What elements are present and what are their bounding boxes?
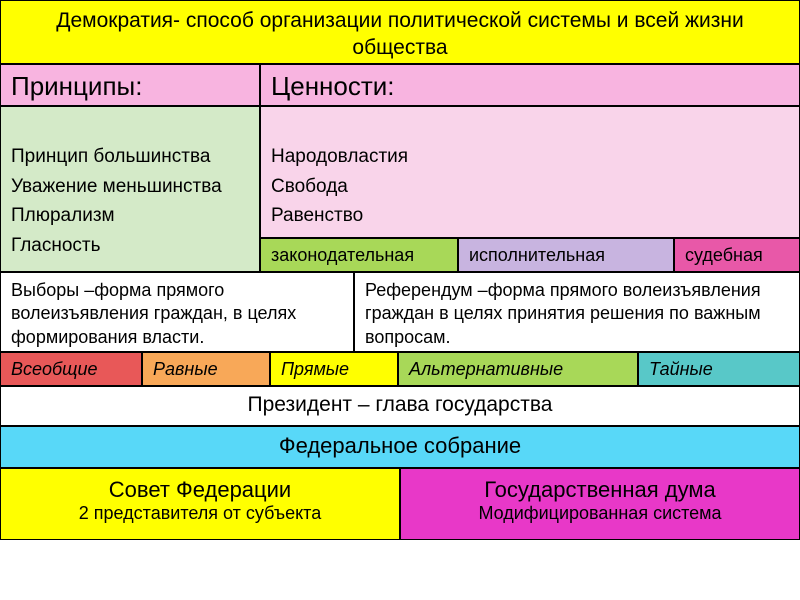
president-text: Президент – глава государства <box>248 393 553 416</box>
branch-executive-text: исполнительная <box>469 245 605 265</box>
attr-direct-text: Прямые <box>281 359 349 379</box>
attr-equal-text: Равные <box>153 359 218 379</box>
attr-secret-text: Тайные <box>649 359 713 379</box>
values-header: Ценности: <box>260 64 800 106</box>
values-list: Народовластия Свобода Равенство Парламен… <box>260 106 800 238</box>
attr-alternative: Альтернативные <box>398 352 638 386</box>
federal-assembly-cell: Федеральное собрание <box>0 426 800 468</box>
council-sub: 2 представителя от субъекта <box>11 503 389 524</box>
principles-header-text: Принципы: <box>11 71 142 101</box>
council-title: Совет Федерации <box>11 477 389 503</box>
attr-alternative-text: Альтернативные <box>409 359 563 379</box>
federal-assembly-text: Федеральное собрание <box>279 433 521 458</box>
council-federation-cell: Совет Федерации 2 представителя от субъе… <box>0 468 400 540</box>
title-text: Демократия- способ организации политичес… <box>56 9 744 59</box>
principles-header: Принципы: <box>0 64 260 106</box>
principles-list-text: Принцип большинства Уважение меньшинства… <box>11 146 222 255</box>
values-header-text: Ценности: <box>271 71 395 101</box>
branch-legislative: законодательная <box>260 238 458 272</box>
branch-judicial: судебная <box>674 238 800 272</box>
attr-secret: Тайные <box>638 352 800 386</box>
duma-sub: Модифицированная система <box>411 503 789 524</box>
state-duma-cell: Государственная дума Модифицированная си… <box>400 468 800 540</box>
president-cell: Президент – глава государства <box>0 386 800 426</box>
principles-list: Принцип большинства Уважение меньшинства… <box>0 106 260 272</box>
definition-referendum: Референдум –форма прямого волеизъявления… <box>354 272 800 352</box>
attr-direct: Прямые <box>270 352 398 386</box>
definition-elections-text: Выборы –форма прямого волеизъявления гра… <box>11 280 296 347</box>
definition-referendum-text: Референдум –форма прямого волеизъявления… <box>365 280 761 347</box>
duma-title: Государственная дума <box>411 477 789 503</box>
definition-elections: Выборы –форма прямого волеизъявления гра… <box>0 272 354 352</box>
attr-equal: Равные <box>142 352 270 386</box>
branch-legislative-text: законодательная <box>271 245 414 265</box>
title-cell: Демократия- способ организации политичес… <box>0 0 800 64</box>
branch-executive: исполнительная <box>458 238 674 272</box>
attr-universal: Всеобщие <box>0 352 142 386</box>
branch-judicial-text: судебная <box>685 245 763 265</box>
attr-universal-text: Всеобщие <box>11 359 98 379</box>
democracy-diagram: Демократия- способ организации политичес… <box>0 0 800 600</box>
